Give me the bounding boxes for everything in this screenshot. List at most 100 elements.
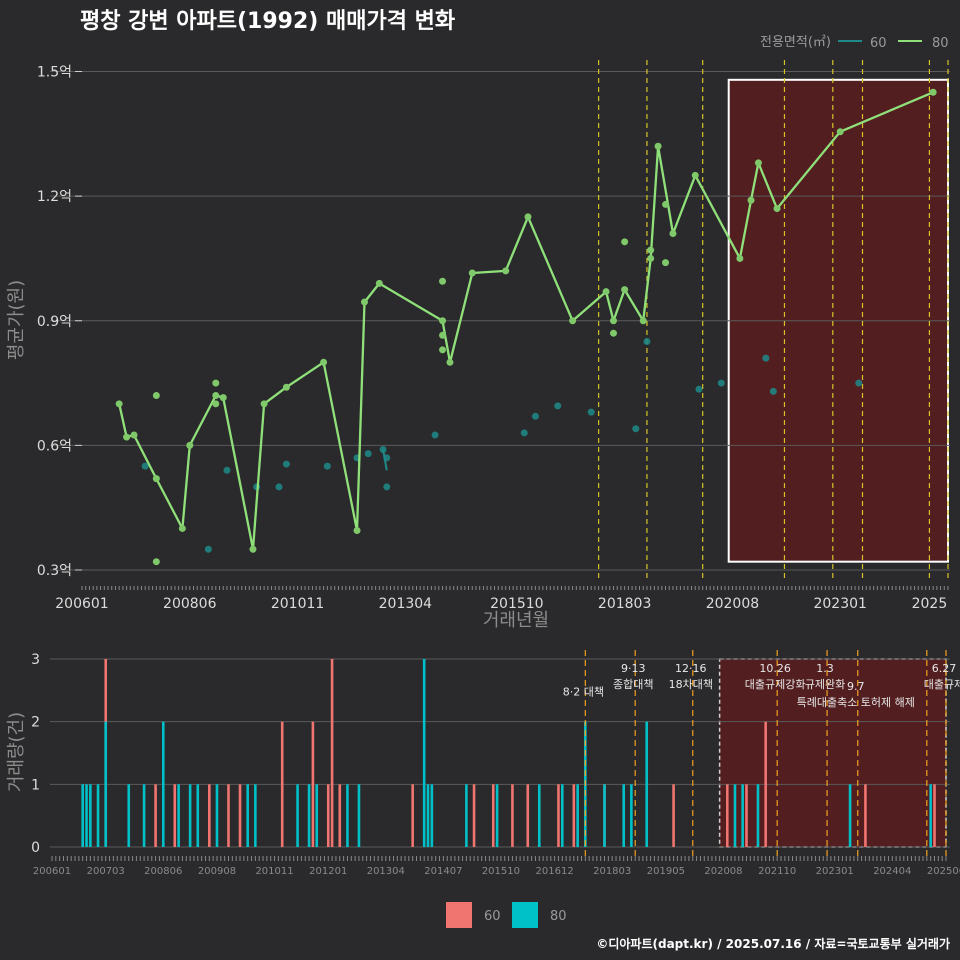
series-60-point [632,425,640,433]
y-tick-label: 1.2억 [37,189,72,205]
volume-panel: 0 1 2 3 8·2 대책 9·13 종합대책 12·16 18차대책 10.26 대출규제강화 1… [31,650,960,877]
event-annotation: 1.3 [816,662,834,675]
x-tick-label: 202301 [813,596,866,612]
series-60-point [531,412,539,420]
x-tick-label: 201304 [379,596,433,612]
series-80-point [502,267,510,275]
x-tick-label: 201201 [309,866,347,877]
series-80-point [524,213,532,221]
series-60-point [855,379,863,387]
series-80-point [647,246,655,254]
series-80-point [178,524,186,532]
series-80-point [468,269,476,277]
legend-bar-label-80: 80 [550,909,567,924]
series-80-point [152,392,160,400]
x-tick-label: 200908 [198,866,236,877]
bar-80 [254,784,257,847]
bar-80 [430,784,434,847]
series-60-point [383,483,391,491]
event-annotation: 9.7 [847,680,865,693]
bar-60 [472,784,476,847]
series-80-point [353,527,361,535]
bar-80 [315,784,319,847]
x-tick-label: 201304 [367,866,405,877]
series-80-point [621,286,629,294]
bar-60 [338,784,342,847]
event-annotation: 종합대책 [613,678,653,691]
series-80-point [602,288,610,296]
series-60-point [275,483,283,491]
bar-80 [215,784,219,847]
series-80-point [439,277,447,285]
bar-80 [645,721,649,847]
price-panel: 0.3억 0.6억 0.9억 1.2억 1.5억 200601 200806 201011 20… [37,60,950,612]
series-80-point [212,400,220,408]
series-80-point [260,400,268,408]
bar-80 [422,659,426,847]
series-80-point [282,383,290,391]
bar-80 [296,784,299,847]
x-tick-label: 202008 [706,596,759,612]
x-tick-label: 200601 [55,596,108,612]
y-tick-label: 0.3억 [37,563,72,579]
series-80-point [152,475,160,483]
series-80-point [130,431,138,439]
x-tick-label: 200806 [163,596,217,612]
y-tick-label: 3 [31,652,40,668]
bar-80 [85,784,88,847]
source-caption: ©디아파트(dapt.kr) / 2025.07.16 / 자료=국토교통부 실… [596,936,950,951]
x-tick-label: 2025 [912,596,948,612]
event-annotation: 18차대책 [669,678,713,691]
series-80-point [375,279,383,287]
bar-60 [933,784,936,847]
series-60-point [554,402,562,410]
legend-area-size: 전용면적(㎡) 60 80 [760,35,949,51]
y-tick-label: 0.6억 [37,438,72,454]
bar-60 [511,784,514,847]
bar-60 [326,784,330,847]
series-80-point [621,238,629,246]
series-80-point [212,392,220,400]
series-80-point [360,298,368,306]
series-80-point [647,254,655,262]
bar-80 [246,784,249,847]
series-80-point [662,200,670,208]
series-60-point [323,462,331,470]
bar-80 [307,784,311,847]
bar-60 [725,784,729,847]
series-80-point [115,400,123,408]
series-80-point [186,441,194,449]
bar-60 [280,721,284,847]
bar-80 [576,784,579,847]
series-60-point [383,454,391,462]
series-80-point [439,346,447,354]
event-annotation: 10.26 [759,662,791,675]
bar-60 [154,784,157,847]
series-80-point [929,88,937,96]
x-tick-label: 202301 [816,866,854,877]
x-axis-title: 거래년월 [483,610,549,631]
series-80-point [152,558,160,566]
bar-60 [311,721,315,847]
bar-80 [537,784,541,847]
series-60-point [695,385,703,393]
x-tick-label: 201011 [255,866,293,877]
series-80-point [609,329,617,337]
volume-y-axis-title: 거래량(건) [6,712,27,792]
x-tick-label: 200703 [87,866,125,877]
bar-80 [741,784,744,847]
x-tick-label: 202404 [873,866,911,877]
series-60-point [643,338,651,346]
bar-80 [177,784,180,847]
event-annotation: 9·13 [621,662,646,675]
bar-80 [96,784,100,847]
legend-label-80: 80 [932,36,949,51]
series-60-point [769,387,777,395]
bar-60 [173,784,177,847]
x-tick-label: 201510 [490,596,543,612]
legend-bar-label-60: 60 [484,909,501,924]
y-axis-title: 평균가(원) [6,280,27,360]
series-80-point [609,317,617,325]
bar-80 [848,784,852,847]
